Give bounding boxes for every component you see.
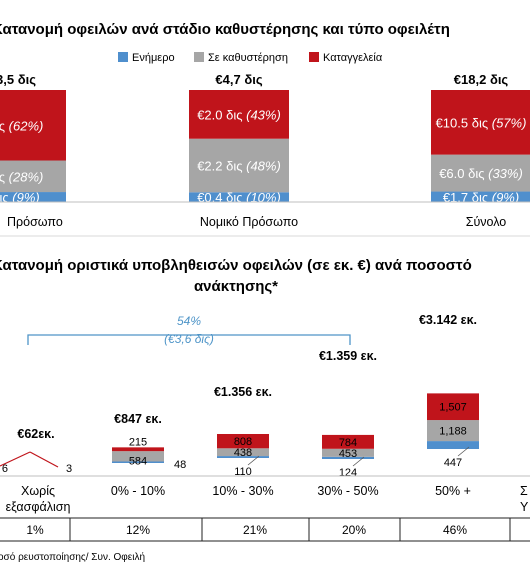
top-category-label-2: Νομικό Πρόσωπο [200, 215, 298, 229]
recovery-table: 1% 12% 21% 20% 46% [0, 517, 530, 542]
bottom-bar-segment-5-1 [427, 441, 479, 449]
top-chart-title: Κατανομή οφειλών ανά στάδιο καθυστέρησης… [0, 21, 450, 38]
bottom-bar-label-2-1: 48 [174, 459, 186, 471]
bracket-amount: (€3,6 δις) [164, 332, 214, 346]
top-legend: Ενήμερο Σε καθυστέρηση Καταγγελεία [118, 52, 383, 64]
bottom-bar-label-1-2: 6 [2, 463, 8, 475]
bottom-bar-label-4-1: 124 [339, 467, 357, 479]
bottom-bar-label-3-1: 110 [234, 466, 252, 478]
top-bar-label-2-3: €2.0 δις (43%) [197, 107, 281, 122]
legend-label-overdue: Σε καθυστέρηση [208, 52, 288, 64]
bottom-bar-label-3-3: 808 [234, 436, 252, 448]
bottom-bar-leader-4 [352, 456, 365, 467]
bottom-bar-total-2: €847 εκ. [114, 412, 162, 426]
bottom-bar-label-5-2: 1,188 [439, 426, 467, 438]
bottom-bar-segment-5-3 [427, 393, 479, 421]
bottom-bar-segment-3-3 [217, 433, 269, 449]
bracket-percent: 54% [177, 314, 201, 328]
top-bar-segment-1-3 [0, 90, 66, 161]
bottom-bar-segment-3-2 [217, 448, 269, 457]
bottom-bar-connector-1 [29, 451, 59, 468]
bottom-bar-total-1: €62εκ. [17, 427, 54, 441]
table-cells: 1% 12% 21% 20% 46% [26, 518, 511, 541]
bottom-bar-segment-2-2 [112, 451, 164, 462]
bottom-bar-total-5: €3.142 εκ. [419, 313, 477, 327]
top-bars: δις (9%) δις (28%) δις (62%) 3,5 δις €0.4 δι… [0, 72, 530, 205]
bottom-bar-segment-3-1 [217, 456, 269, 458]
top-bar-segment-2-2 [189, 138, 289, 193]
top-bar-label-2-1: €0.4 δις (10%) [197, 190, 281, 205]
top-bar-label-1-1: δις (9%) [0, 190, 40, 205]
table-cell-5: 46% [443, 523, 467, 537]
bottom-bar-label-4-2: 453 [339, 448, 357, 460]
legend-label-denounced: Καταγγελεία [323, 52, 383, 64]
top-category-label-3: Σύνολο [466, 215, 507, 229]
bottom-bar-segment-2-1 [112, 461, 164, 463]
recovery-bracket: 54% (€3,6 δις) [27, 314, 351, 346]
bottom-bar-label-1-1: 3 [66, 463, 72, 475]
table-cell-3: 21% [243, 523, 267, 537]
bottom-bar-segment-1-3 [0, 451, 31, 467]
top-bar-label-2-2: €2.2 δις (48%) [197, 158, 281, 173]
top-bar-segment-3-3 [431, 90, 530, 155]
bottom-bar-label-2-3: 215 [129, 436, 147, 448]
bottom-bar-segment-2-3 [112, 447, 164, 452]
top-bar-segment-1-2 [0, 160, 66, 193]
bracket-line [27, 334, 351, 345]
top-category-label-1: Πρόσωπο [7, 215, 63, 229]
bottom-bar-label-5-1: 447 [444, 457, 462, 469]
bottom-bar-leader-3 [247, 455, 260, 466]
bottom-category-labels: Χωρίς εξασφάλιση 0% - 10% 10% - 30% 30% - 50… [6, 484, 471, 514]
bottom-category-label-5: 50% + [435, 484, 471, 498]
top-bar-segment-2-1 [189, 192, 289, 202]
legend-label-current: Ενήμερο [132, 52, 175, 64]
top-bar-label-1-3: δις (62%) [0, 118, 43, 133]
bottom-category-label-2: 0% - 10% [111, 484, 165, 498]
bottom-chart-title-line2: ανάκτησης* [194, 278, 278, 295]
top-bar-label-3-2: €6.0 δις (33%) [439, 166, 523, 181]
bottom-bar-segment-4-1 [322, 456, 374, 459]
bottom-bar-segment-4-3 [322, 434, 374, 449]
bottom-bar-total-4: €1.359 εκ. [319, 349, 377, 363]
table-cell-1: 1% [26, 523, 44, 537]
bottom-category-label-3: 10% - 30% [212, 484, 273, 498]
top-bar-segment-3-1 [431, 191, 530, 202]
partial-right-label-2: Υ [520, 500, 529, 514]
legend-swatch-current [118, 52, 128, 62]
bottom-category-label-1-line2: εξασφάλιση [6, 500, 71, 514]
bottom-bar-segment-5-2 [427, 420, 479, 442]
bottom-bar-label-3-2: 438 [234, 447, 252, 459]
bottom-bar-total-3: €1.356 εκ. [214, 385, 272, 399]
table-cell-2: 12% [126, 523, 150, 537]
bottom-bar-label-4-3: 784 [339, 437, 357, 449]
bottom-bar-leader-5 [457, 446, 470, 457]
bottom-bar-label-2-2: 584 [129, 455, 147, 467]
bottom-category-label-1-line1: Χωρίς [21, 484, 55, 498]
top-bar-total-2: €4,7 δις [215, 72, 262, 87]
top-bar-label-1-2: δις (28%) [0, 169, 43, 184]
top-bar-label-3-1: €1.7 δις (9%) [443, 190, 519, 205]
bottom-chart-title-line1: Κατανομή οριστικά υποβληθεισών οφειλών (… [0, 257, 472, 274]
legend-swatch-denounced [309, 52, 319, 62]
bottom-category-label-4: 30% - 50% [317, 484, 378, 498]
legend-swatch-overdue [194, 52, 204, 62]
top-bar-segment-3-2 [431, 154, 530, 192]
table-cell-4: 20% [342, 523, 366, 537]
top-bar-label-3-3: €10.5 δις (57%) [436, 115, 527, 130]
top-bar-total-1: 3,5 δις [0, 72, 36, 87]
top-bar-segment-2-3 [189, 90, 289, 139]
bottom-bar-label-5-3: 1,507 [439, 402, 467, 414]
footnote: οσό ρευστοποίησης/ Συν. Οφειλή [0, 551, 145, 563]
partial-right-label-1: Σ [520, 484, 528, 498]
top-bar-segment-1-1 [0, 192, 66, 202]
top-bar-total-3: €18,2 δις [454, 72, 509, 87]
bottom-bar-segment-4-2 [322, 448, 374, 457]
